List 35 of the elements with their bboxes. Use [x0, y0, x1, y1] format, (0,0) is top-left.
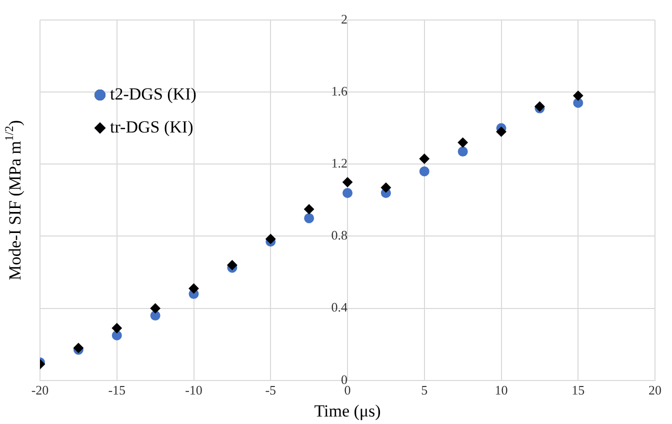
point: [342, 188, 352, 198]
point: [458, 138, 468, 148]
x-tick-label: 15: [572, 382, 585, 398]
legend-label: t2-DGS (KI): [110, 84, 196, 104]
point: [573, 90, 584, 101]
y-tick-label: 0.8: [331, 228, 348, 243]
y-axis-title: Mode-I SIF (MPa m1/2): [2, 120, 24, 280]
point: [112, 330, 122, 340]
point: [188, 284, 199, 294]
point: [342, 177, 352, 188]
point: [150, 303, 160, 314]
point: [419, 166, 430, 176]
y-tick-label: 0.4: [331, 300, 348, 315]
x-axis-title: Time (μs): [314, 401, 381, 420]
point: [496, 126, 506, 137]
x-tick-label: 10: [494, 382, 508, 398]
x-tick-label: -5: [265, 382, 276, 398]
point: [227, 260, 238, 270]
x-tick-label: -10: [185, 382, 202, 398]
point: [112, 323, 122, 334]
y-tick-label: 0: [341, 372, 348, 387]
legend-label: tr-DGS (KI): [110, 117, 194, 136]
x-tick-label: -20: [31, 382, 49, 398]
y-tick-label: 1.6: [331, 84, 348, 98]
x-tick-label: 5: [421, 382, 428, 398]
y-tick-label: 2: [341, 11, 348, 26]
x-tick-label: 20: [648, 382, 662, 398]
point: [304, 204, 314, 214]
point: [304, 213, 314, 224]
y-tick-label: 1.2: [331, 156, 348, 171]
point: [419, 154, 430, 164]
x-tick-label: -15: [108, 382, 126, 398]
point: [380, 182, 391, 193]
point: [266, 234, 276, 244]
point: [458, 146, 468, 157]
